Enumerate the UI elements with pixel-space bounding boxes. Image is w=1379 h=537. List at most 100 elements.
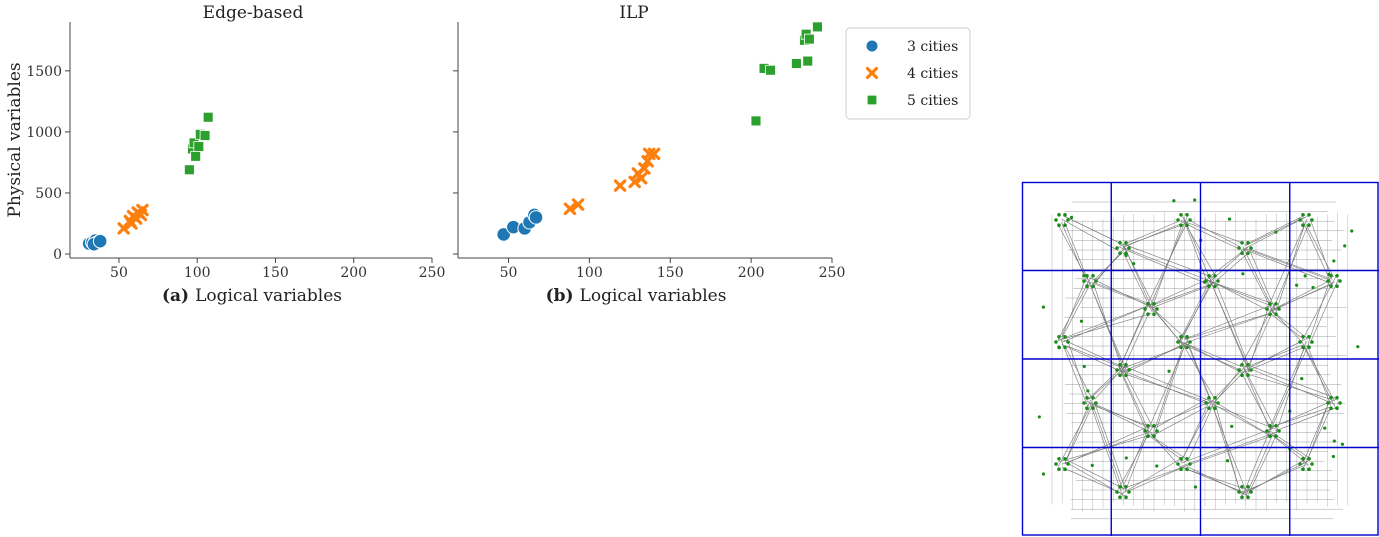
graph-node: [1152, 434, 1156, 438]
graph-node: [1268, 424, 1272, 428]
graph-edge: [1207, 280, 1273, 307]
graph-node: [1338, 401, 1342, 405]
y-tick-label: 0: [53, 247, 62, 263]
graph-node: [1188, 462, 1192, 466]
data-point-square: [803, 33, 815, 45]
x-tick-label: 150: [262, 265, 289, 281]
legend-label: 5 cities: [907, 93, 958, 109]
graph-node: [1188, 340, 1192, 344]
graph-node: [1085, 406, 1089, 410]
graph-edge: [1060, 339, 1089, 408]
graph-node: [1240, 251, 1244, 255]
graph-edge: [1182, 467, 1248, 490]
graph-node: [1307, 223, 1311, 227]
graph-edge: [1119, 220, 1180, 247]
graph-edge: [1126, 342, 1186, 373]
chart-panel-edge-based: Edge-based 50 100 150 200 250 0 500 1000 1500 P…: [5, 3, 445, 306]
data-point-x: [563, 202, 577, 216]
x-tick-label: 200: [340, 265, 367, 281]
graph-node: [1124, 253, 1128, 258]
graph-node: [1301, 213, 1305, 217]
graph-node: [1176, 462, 1180, 466]
graph-edge: [1120, 458, 1181, 495]
graph-node: [1143, 429, 1147, 433]
graph-node: [1179, 335, 1183, 339]
x-tick-label: 100: [576, 265, 603, 281]
x-tick-label: 50: [110, 265, 128, 281]
graph-edge: [1268, 218, 1308, 306]
graph-edge: [1245, 434, 1274, 497]
graph-edge: [1181, 428, 1273, 464]
graph-edge: [1064, 426, 1149, 465]
graph-node: [1124, 241, 1128, 245]
graph-node: [1082, 364, 1086, 369]
graph-edge: [1153, 400, 1212, 427]
graph-edge: [1249, 365, 1338, 399]
legend-label: 3 cities: [907, 39, 958, 55]
graph-edge: [1151, 308, 1184, 346]
graph-edge: [1090, 400, 1123, 489]
data-point-x: [613, 179, 627, 192]
graph-edge: [1153, 406, 1208, 436]
graph-node: [1307, 213, 1311, 217]
graph-edge: [1212, 399, 1270, 435]
graph-node: [1118, 485, 1122, 489]
graph-node: [1085, 396, 1089, 400]
graph-node: [1246, 495, 1250, 499]
graph-node: [1356, 345, 1360, 349]
graph-node: [1329, 396, 1333, 400]
graph-node: [1310, 340, 1314, 344]
graph-edge: [1309, 278, 1339, 344]
graph-edge: [1242, 374, 1272, 431]
data-point-x: [125, 217, 138, 230]
graph-node: [1185, 335, 1189, 339]
graph-node: [1057, 223, 1061, 227]
graph-node: [1054, 462, 1058, 466]
graph-edge: [1066, 345, 1121, 368]
graph-node: [1216, 401, 1220, 405]
legend-marker-circle: [865, 39, 879, 53]
graph-node: [1331, 454, 1335, 459]
graph-node: [1179, 213, 1183, 217]
graph-node: [1124, 373, 1128, 377]
data-point-square: [193, 141, 205, 152]
data-point-circle: [528, 210, 544, 225]
graph-edge: [1301, 218, 1333, 286]
graph-node: [1193, 198, 1197, 202]
graph-edge: [1178, 278, 1212, 342]
graph-edge: [1307, 401, 1330, 460]
graph-edge: [1249, 248, 1333, 280]
graph-node: [1301, 457, 1305, 461]
graph-edge: [1307, 281, 1330, 345]
graph-node: [1172, 199, 1176, 203]
graph-node: [1179, 223, 1183, 227]
graph-node: [1300, 377, 1304, 381]
graph-node: [1213, 396, 1217, 400]
graph-node: [1335, 274, 1339, 278]
legend-label: 4 cities: [907, 66, 958, 82]
graph-node: [1323, 426, 1327, 430]
graph-node: [1329, 406, 1333, 410]
grid-graph-figure: [1021, 181, 1379, 536]
graph-node: [1066, 340, 1070, 344]
graph-node: [1277, 307, 1281, 311]
graph-edge: [1185, 313, 1269, 340]
graph-node: [1246, 241, 1250, 245]
graph-edge: [1247, 304, 1270, 374]
graph-node: [1054, 218, 1058, 222]
graph-node: [1303, 274, 1307, 278]
chart-a-x-label-prefix: (a): [162, 286, 189, 306]
graph-edge: [1309, 218, 1332, 279]
graph-node: [1146, 312, 1150, 316]
graph-node: [1307, 345, 1311, 349]
graph-node: [1155, 464, 1159, 468]
data-point-square: [199, 130, 211, 141]
x-tick-label: 250: [819, 265, 846, 281]
graph-edge: [1057, 276, 1092, 341]
data-point-circle: [92, 233, 108, 249]
graph-node: [1063, 213, 1067, 217]
graph-node: [1132, 261, 1136, 266]
graph-node: [1240, 373, 1244, 377]
graph-node: [1274, 312, 1278, 316]
graph-node: [1295, 283, 1299, 287]
